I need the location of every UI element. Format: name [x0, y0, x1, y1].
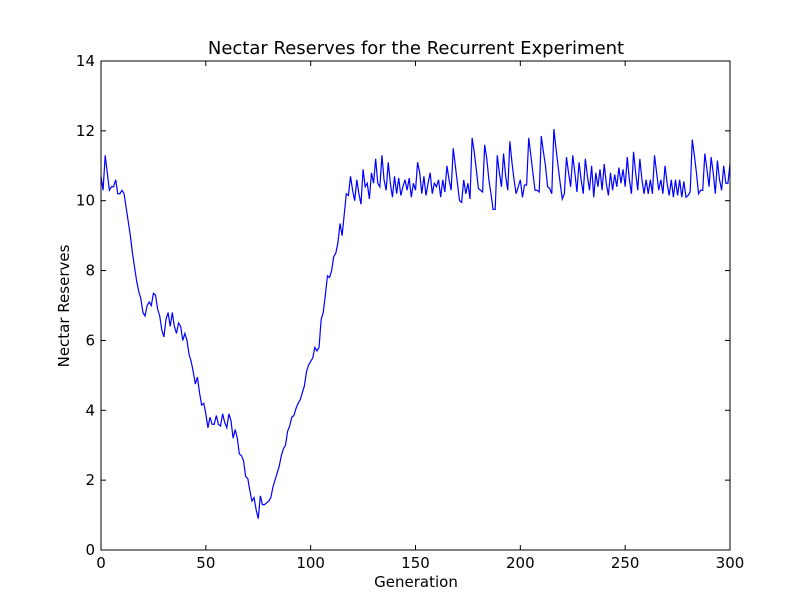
y-axis-label: Nectar Reserves	[55, 244, 73, 367]
x-tick-label: 150	[401, 554, 430, 572]
y-tick-label: 14	[76, 52, 95, 70]
x-tick-label: 250	[611, 554, 640, 572]
x-axis-label: Generation	[374, 573, 458, 591]
y-tick-label: 2	[85, 471, 95, 489]
y-tick-label: 6	[85, 331, 95, 349]
x-tick-label: 50	[196, 554, 215, 572]
chart-title: Nectar Reserves for the Recurrent Experi…	[208, 38, 624, 59]
data-line	[100, 129, 731, 519]
x-tick-label: 0	[96, 554, 106, 572]
y-tick-label: 12	[76, 122, 95, 140]
y-tick-label: 0	[85, 541, 95, 559]
x-tick-label: 300	[716, 554, 745, 572]
y-tick-label: 4	[85, 401, 95, 419]
x-tick-label: 100	[296, 554, 325, 572]
y-tick-label: 10	[76, 192, 95, 210]
x-tick-label: 200	[506, 554, 535, 572]
y-tick-label: 8	[85, 262, 95, 280]
